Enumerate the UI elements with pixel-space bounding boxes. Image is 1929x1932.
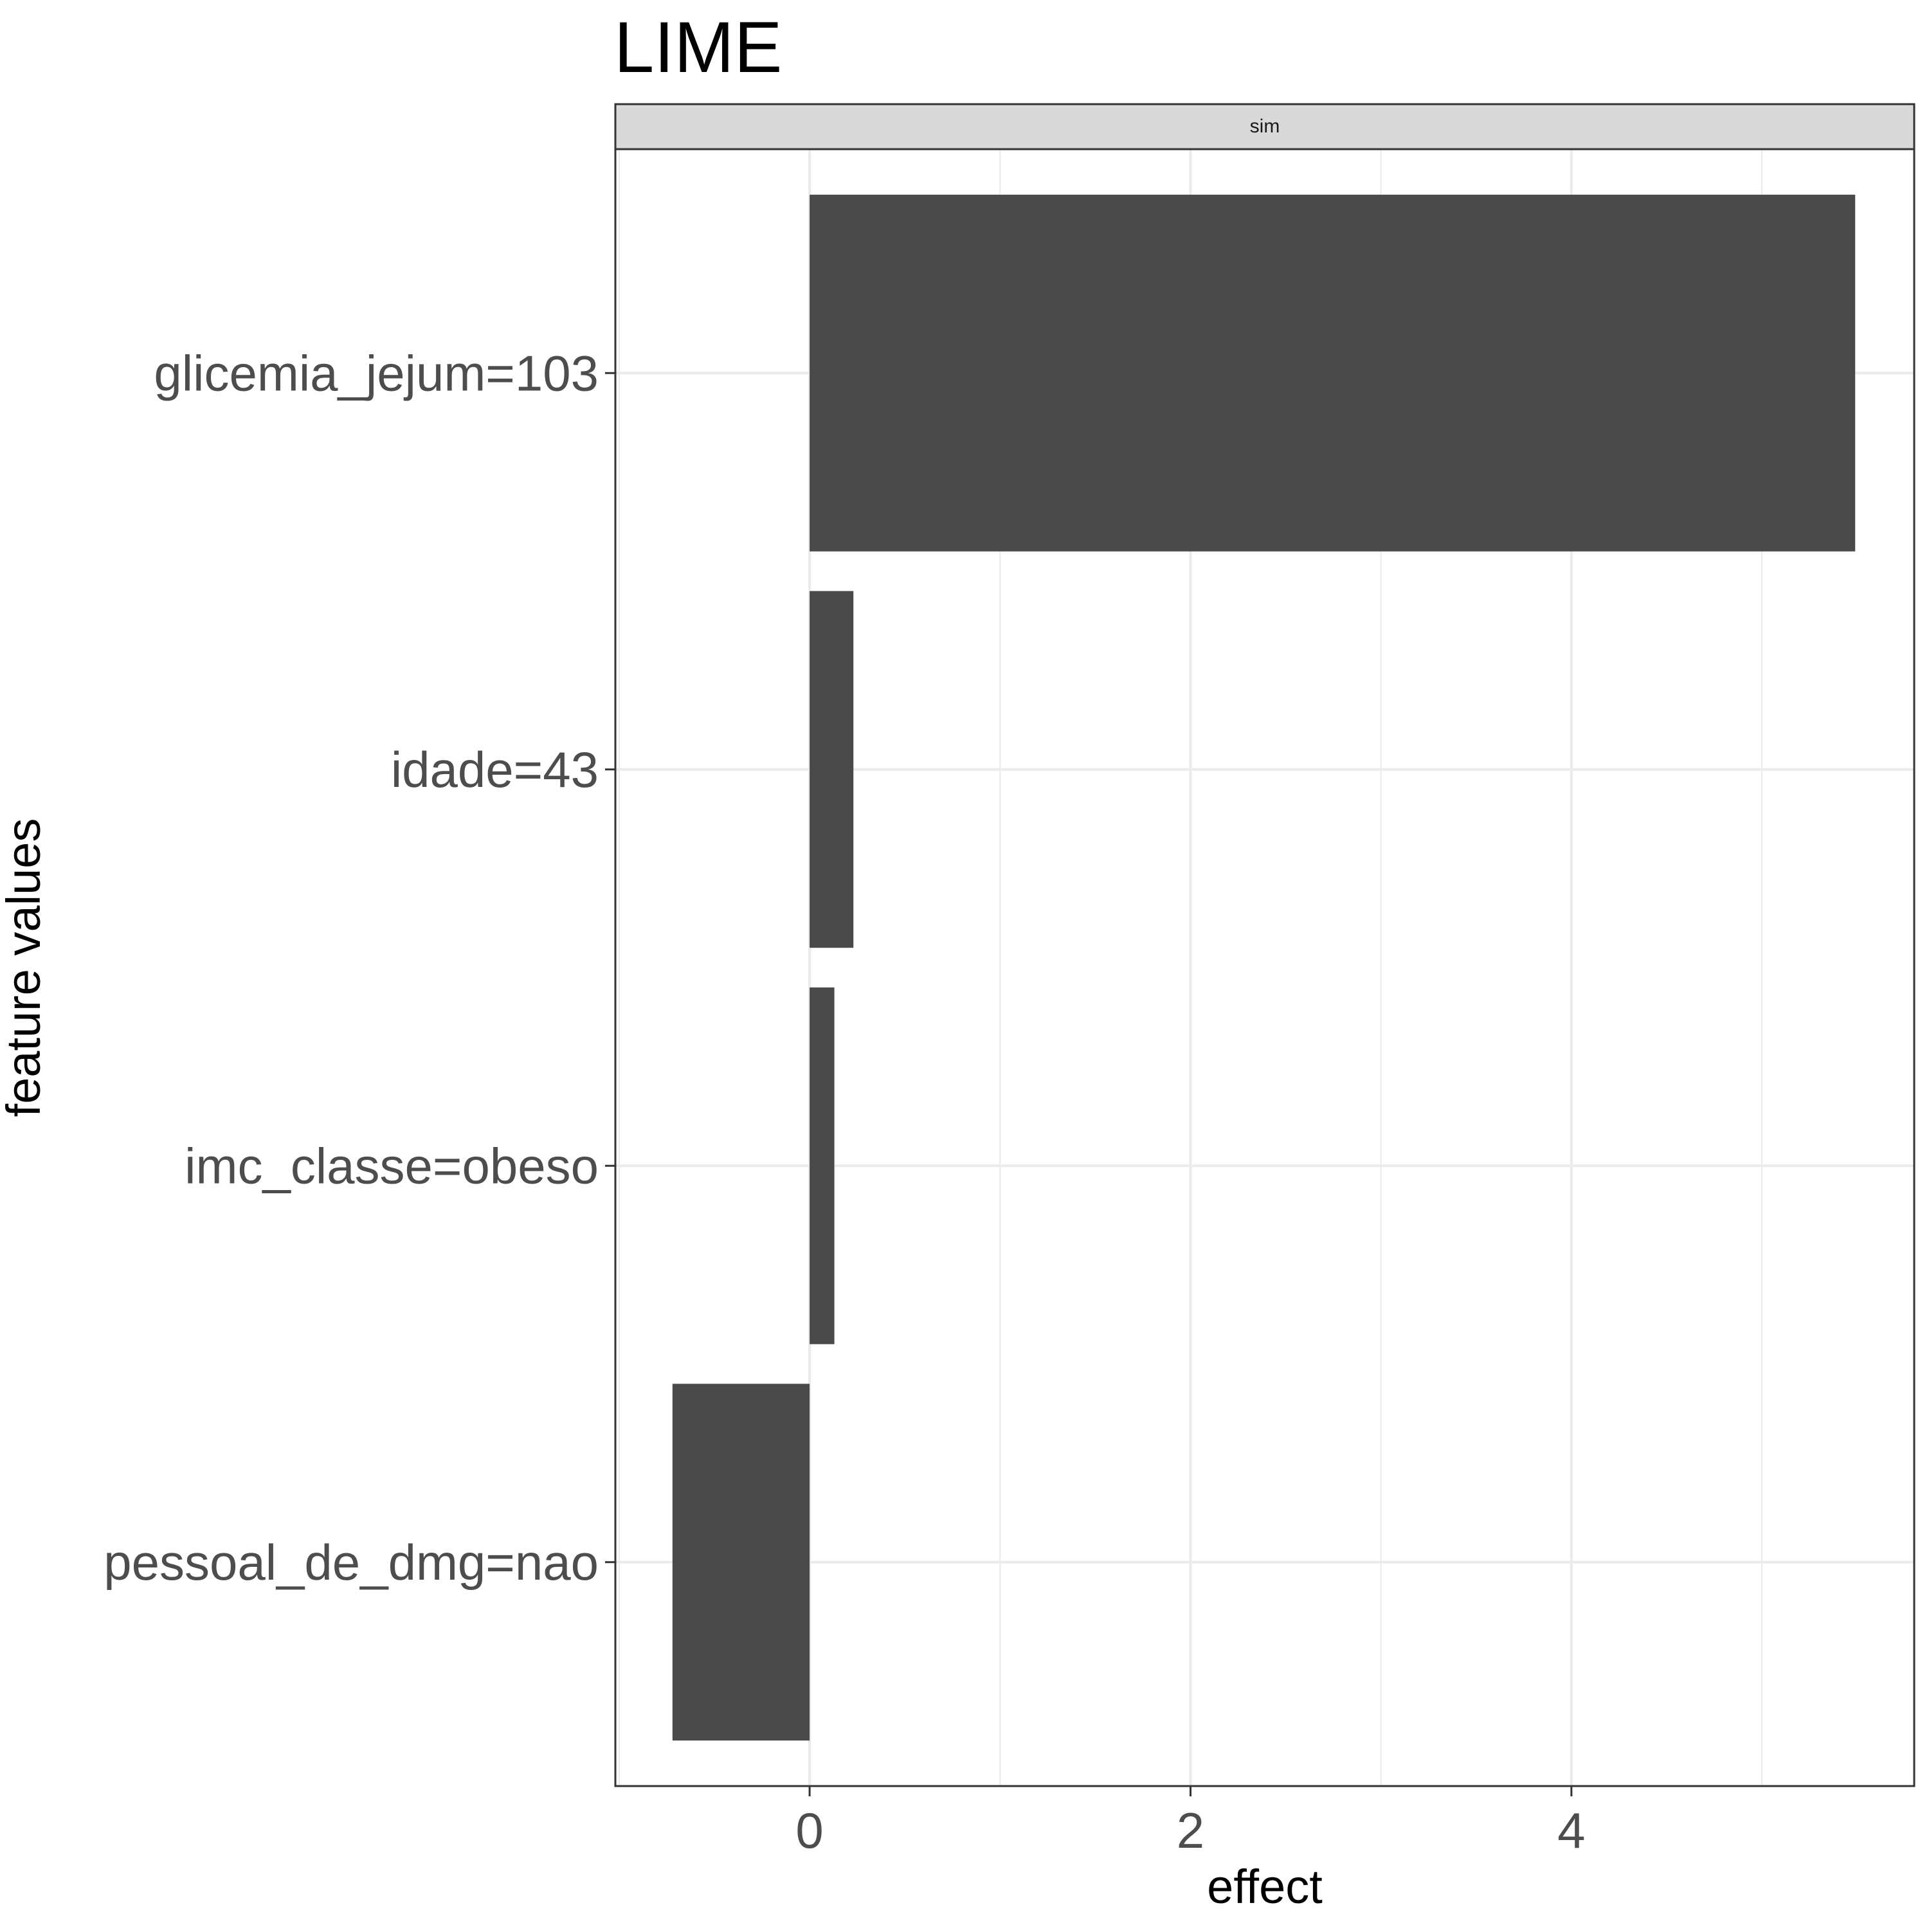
x-axis: 0 2 4 xyxy=(795,1786,1586,1859)
y-axis-title: feature values xyxy=(0,818,50,1117)
facet-strip-label: sim xyxy=(1250,116,1280,137)
x-tick-label: 0 xyxy=(795,1802,823,1859)
y-tick-label: glicemia_jejum=103 xyxy=(154,345,599,401)
chart-title: LIME xyxy=(614,7,782,87)
panel-border xyxy=(614,148,1915,1787)
x-axis-title: effect xyxy=(1207,1860,1323,1913)
x-tick-label: 4 xyxy=(1557,1802,1585,1859)
x-tick-label: 2 xyxy=(1177,1802,1204,1859)
facet-strip xyxy=(614,103,1915,150)
y-tick-label: pessoal_de_dmg=nao xyxy=(104,1534,599,1591)
y-axis: glicemia_jejum=103 idade=43 imc_classe=obe… xyxy=(104,345,615,1591)
y-tick-label: imc_classe=obeso xyxy=(185,1137,599,1194)
bar xyxy=(672,1384,810,1741)
bar xyxy=(810,591,854,948)
y-tick-label: idade=43 xyxy=(391,741,599,798)
bar xyxy=(810,194,1856,552)
bars xyxy=(672,194,1856,1741)
bar xyxy=(810,987,835,1344)
